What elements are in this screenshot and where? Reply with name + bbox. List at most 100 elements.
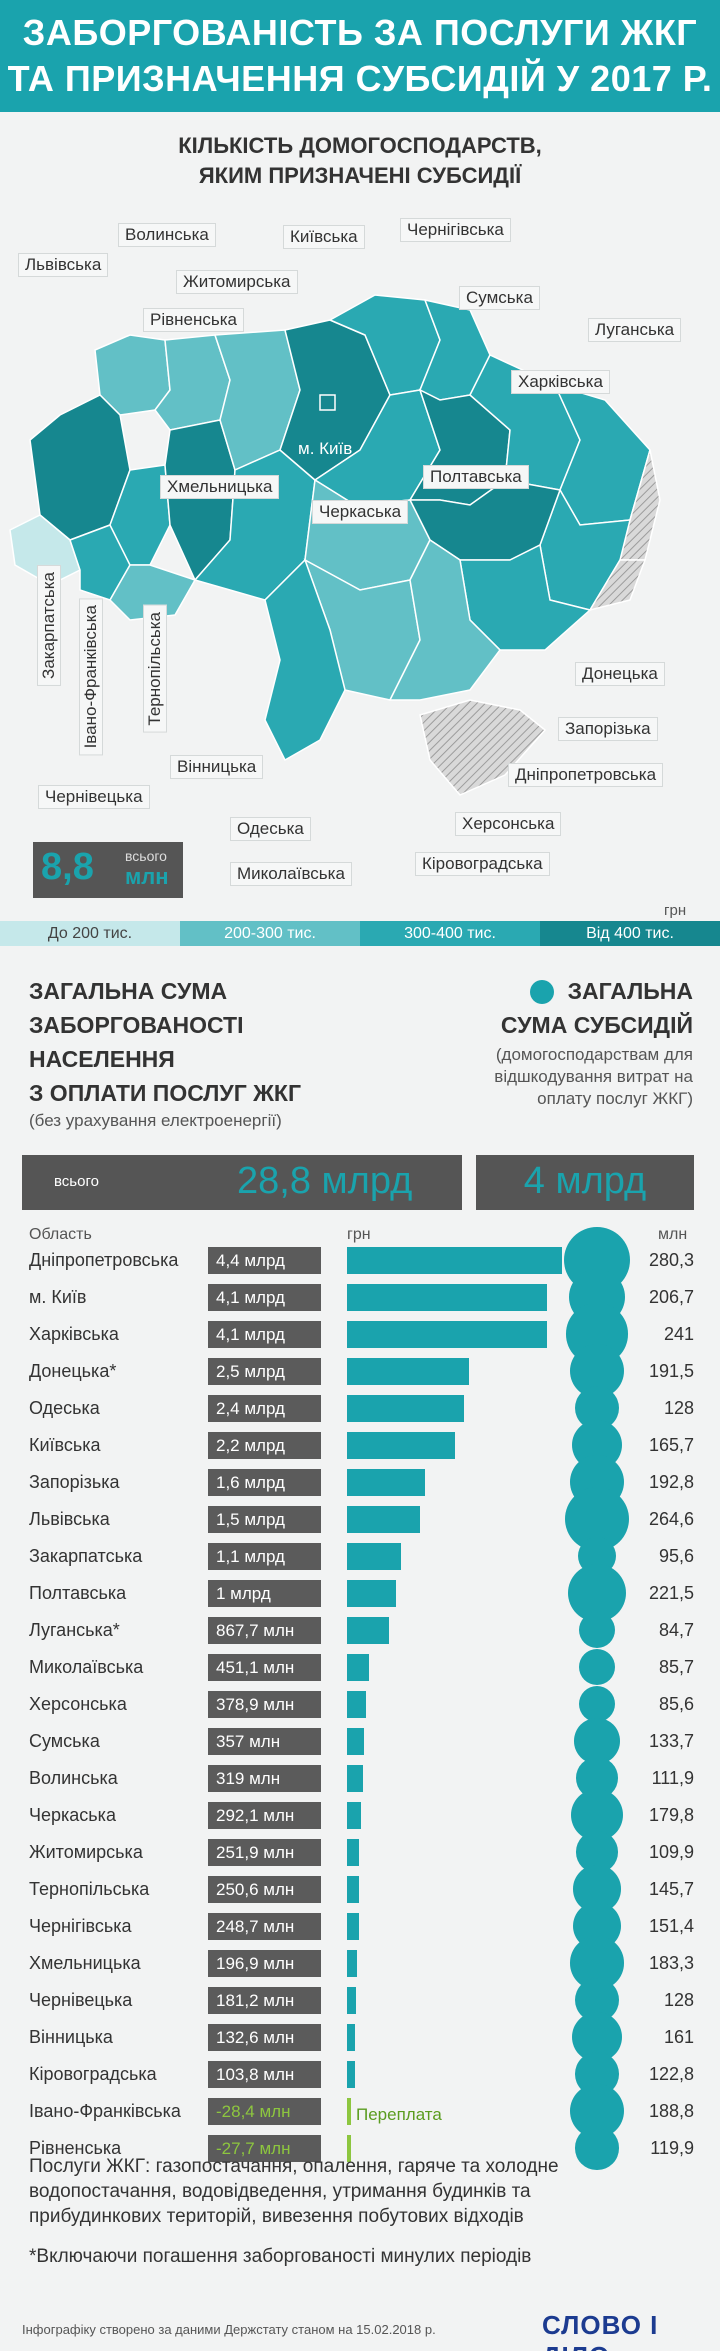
debt-value-label: 292,1 млн <box>208 1802 321 1829</box>
map-label-luhansk: Луганська <box>588 318 682 342</box>
subsidy-title-line-1: ЗАГАЛЬНА <box>567 978 693 1004</box>
debt-title-line-4: З ОПЛАТИ ПОСЛУГ ЖКГ <box>29 1080 301 1106</box>
map-title-line-1: КІЛЬКІСТЬ ДОМОГОСПОДАРСТВ, <box>178 133 542 158</box>
map-region-crimea <box>419 699 547 796</box>
debt-bar <box>347 1284 548 1311</box>
map-region-odesa <box>264 558 346 762</box>
subsidy-bubble <box>578 1685 616 1723</box>
subsidy-value: 221,5 <box>648 1583 694 1603</box>
source-note: Інфографіку створено за даними Держстату… <box>22 2322 436 2337</box>
debt-bar <box>347 2098 351 2125</box>
total-debt-prefix: всього <box>54 1173 99 1190</box>
region-name: Вінницька <box>29 2027 113 2047</box>
region-name: Полтавська <box>29 1583 127 1603</box>
column-header-debt-unit: грн <box>347 1226 371 1243</box>
map-label-zaporizhzhia: Запорізька <box>558 717 658 741</box>
debt-value-label: 4,1 млрд <box>208 1284 321 1311</box>
region-name: Житомирська <box>29 1842 143 1862</box>
subsidy-legend-dot <box>530 980 554 1004</box>
debt-value-label: 1,5 млрд <box>208 1506 321 1533</box>
region-name: Київська <box>29 1435 101 1455</box>
subsidy-value: 111,9 <box>651 1768 694 1788</box>
map-title-line-2: ЯКИМ ПРИЗНАЧЕНІ СУБСИДІЇ <box>198 163 522 188</box>
subsidy-note-line-3: оплату послуг ЖКГ) <box>537 1089 693 1108</box>
slovo-i-dilo-logo: СЛОВО І ДІЛО <box>542 2310 659 2351</box>
map-label-zhytomyr: Житомирська <box>176 270 298 294</box>
map-label-cherkasy: Черкаська <box>312 500 409 524</box>
subsidy-title-line-2: СУМА СУБСИДІЙ <box>500 1012 693 1038</box>
region-name: Чернігівська <box>29 1916 132 1936</box>
column-header-region: Область <box>29 1226 92 1243</box>
debt-bar <box>347 1839 360 1866</box>
region-name: Тернопільська <box>29 1879 150 1899</box>
subsidy-value: 280,3 <box>648 1250 694 1270</box>
subsidy-value: 183,3 <box>648 1953 694 1973</box>
debt-value-label: 2,2 млрд <box>208 1432 321 1459</box>
subsidy-bubble <box>575 2126 619 2170</box>
debt-bar <box>347 1543 401 1570</box>
debt-value-label: 451,1 млн <box>208 1654 321 1681</box>
debt-value-label: 103,8 млн <box>208 2061 321 2088</box>
debt-value-label: 867,7 млн <box>208 1617 321 1644</box>
region-name: Хмельницька <box>29 1953 141 1973</box>
region-name: Кіровоградська <box>29 2064 157 2084</box>
map-label-donetsk: Донецька <box>575 662 665 686</box>
map-label-kharkiv: Харківська <box>511 370 610 394</box>
debt-value-label: 250,6 млн <box>208 1876 321 1903</box>
debt-value-label: 1 млрд <box>208 1580 321 1607</box>
subsidy-bubble <box>574 1718 620 1764</box>
map-label-vinnytsia: Вінницька <box>170 755 264 779</box>
debt-bar <box>347 2061 355 2088</box>
region-name: Львівська <box>29 1509 110 1529</box>
legend-item-high: 300-400 тис. <box>360 921 540 946</box>
debt-bar <box>347 1617 390 1644</box>
debt-value-label: 1,6 млрд <box>208 1469 321 1496</box>
subsidy-value: 109,9 <box>648 1842 694 1862</box>
services-note-line-3: прибудинкових територій, вивезення побут… <box>29 2206 524 2227</box>
map-label-kyiv-city: м. Київ <box>298 439 353 458</box>
subsidy-value: 85,7 <box>658 1657 694 1677</box>
subsidy-value: 133,7 <box>648 1731 694 1751</box>
debt-bar <box>347 1321 548 1348</box>
debt-bar <box>347 1987 356 2014</box>
region-name: Черкаська <box>29 1805 116 1825</box>
region-name: Чернівецька <box>29 1990 133 2010</box>
debt-title-line-1: ЗАГАЛЬНА СУМА <box>29 978 228 1004</box>
debt-bar <box>347 1913 360 1940</box>
region-name: Івано-Франківська <box>29 2101 181 2121</box>
map-label-ivano-frankivsk: Івано-Франківська <box>79 598 103 756</box>
services-note-line-1: Послуги ЖКГ: газопостачання, опалення, г… <box>29 2156 559 2177</box>
subsidy-value: 122,8 <box>648 2064 694 2084</box>
debt-bar <box>347 1728 365 1755</box>
total-households-value: 8,8 <box>41 846 94 888</box>
debt-bar <box>347 1395 465 1422</box>
total-debt-box: всього 28,8 млрд <box>22 1155 462 1210</box>
map-region-donetsk-occupied <box>588 559 647 612</box>
total-debt-value: 28,8 млрд <box>237 1160 413 1202</box>
footnote: *Включаючи погашення заборгованості мину… <box>29 2246 532 2267</box>
region-name: Донецька* <box>29 1361 117 1381</box>
map-label-rivne: Рівненська <box>143 308 245 332</box>
debt-value-label: 1,1 млрд <box>208 1543 321 1570</box>
region-name: Дніпропетровська <box>29 1250 179 1270</box>
map-label-mykolaiv: Миколаївська <box>230 862 352 886</box>
subsidy-value: 206,7 <box>648 1287 694 1307</box>
subsidy-value: 241 <box>663 1324 694 1344</box>
subsidy-value: 128 <box>663 1398 694 1418</box>
total-subsidy-box: 4 млрд <box>476 1155 694 1210</box>
debt-bar <box>347 2024 355 2051</box>
region-name: Рівненська <box>29 2138 122 2158</box>
debt-value-label: -28,4 млн <box>208 2098 321 2125</box>
legend-item-low: До 200 тис. <box>0 921 180 946</box>
debt-value-label: 196,9 млн <box>208 1950 321 1977</box>
debt-title-line-2: ЗАБОРГОВАНОСТІ <box>29 1012 244 1038</box>
debt-bar <box>347 1247 562 1274</box>
subsidy-note-line-2: відшкодування витрат на <box>494 1067 693 1086</box>
overpayment-label: Переплата <box>356 2105 442 2124</box>
subsidy-value: 84,7 <box>658 1620 694 1640</box>
subsidy-value: 264,6 <box>648 1509 694 1529</box>
map-label-sumy: Сумська <box>459 286 540 310</box>
region-name: Волинська <box>29 1768 118 1788</box>
debt-value-label: 319 млн <box>208 1765 321 1792</box>
debt-bar <box>347 2135 351 2162</box>
